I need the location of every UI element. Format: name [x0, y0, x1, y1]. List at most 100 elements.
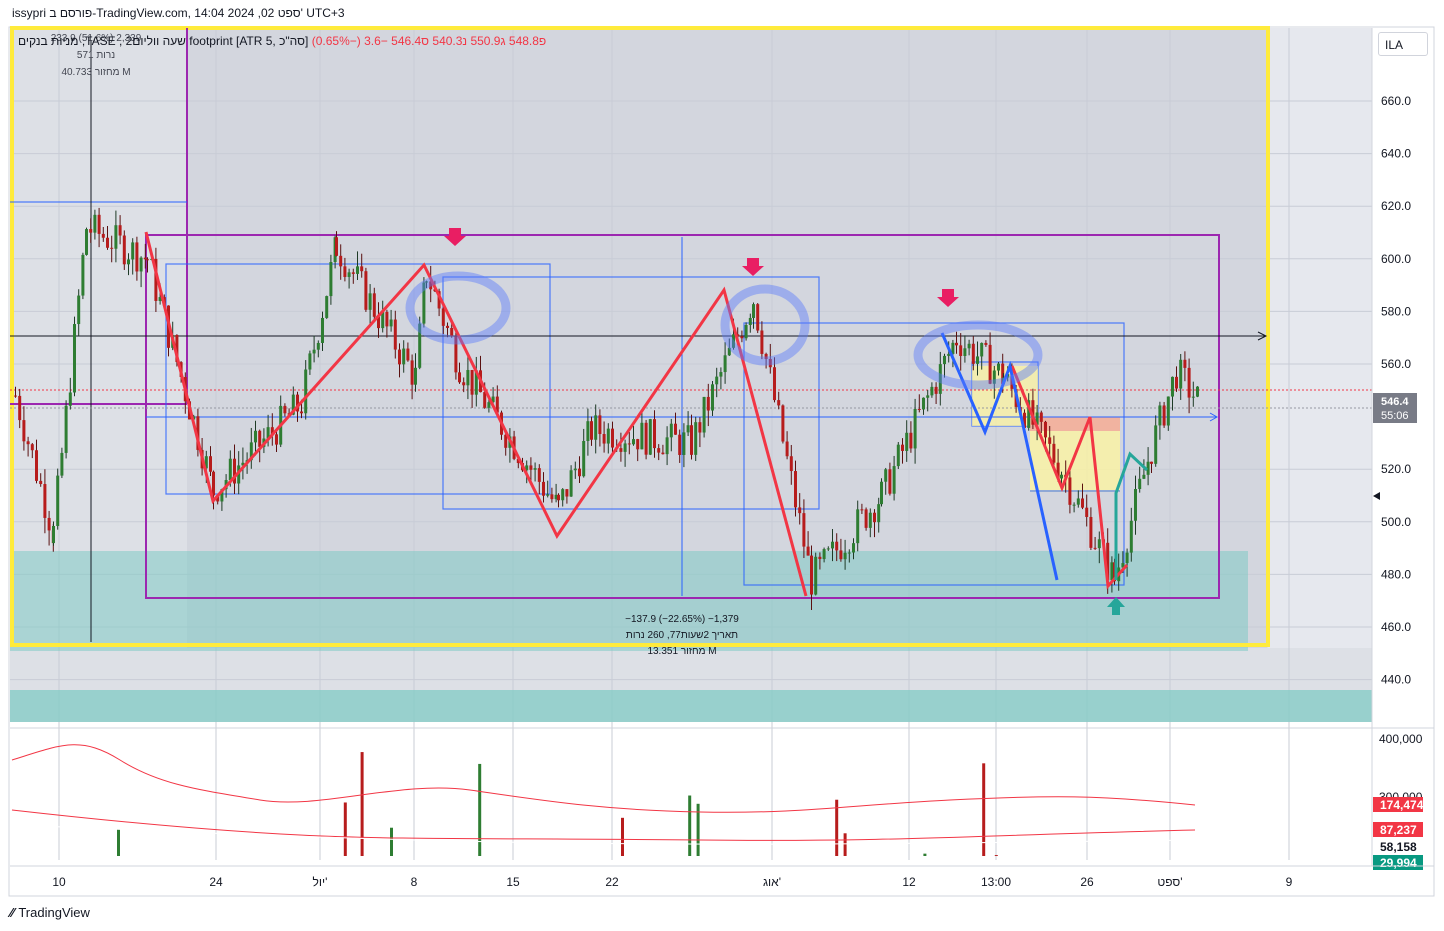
candle-body: [1138, 478, 1142, 490]
symbol-legend[interactable]: מניות בנקים ,TASE , 2שעה ווליום footprin…: [18, 34, 546, 48]
candle-body: [1089, 516, 1093, 548]
currency-selector[interactable]: ILA: [1378, 32, 1428, 56]
candle-body: [674, 423, 677, 435]
low-value: 540.3: [432, 34, 463, 48]
candle-body: [233, 458, 236, 484]
indicator-name[interactable]: ווליום footprint [ATR 5, סה"כ]: [132, 34, 309, 48]
candle-body: [636, 439, 640, 450]
candle-body: [135, 242, 139, 272]
candle-body: [1052, 443, 1056, 463]
candle-body: [458, 372, 461, 383]
candle-body: [992, 370, 996, 384]
candle-body: [963, 348, 967, 356]
candle-body: [740, 336, 744, 339]
candle-body: [702, 396, 706, 433]
price-tick-label: 660.0: [1381, 94, 1411, 108]
candle-body: [602, 434, 606, 444]
symbol-name[interactable]: מניות בנקים ,TASE , 2שעה: [18, 34, 186, 48]
volume-bar: [923, 853, 927, 856]
candle-body: [896, 444, 900, 467]
candle-body: [127, 259, 130, 265]
time-tick-label: 22: [605, 875, 619, 889]
candle-body: [892, 466, 896, 494]
price-tick-label: 500.0: [1381, 515, 1411, 529]
candle-body: [462, 382, 466, 386]
demand-zone-lower: [10, 690, 1372, 722]
candle-body: [760, 330, 764, 354]
price-tick-label: 460.0: [1381, 620, 1411, 634]
zigzag-red-2: [1010, 365, 1129, 590]
candle-body: [598, 415, 602, 435]
candle-body: [266, 427, 270, 439]
candle-body: [542, 481, 545, 496]
candle-body: [550, 494, 554, 500]
arrow-down-icon: [444, 228, 466, 246]
volume-badge-label: 58,158: [1380, 840, 1417, 854]
candle-body: [68, 392, 72, 406]
candle-body: [372, 293, 376, 317]
time-tick-label: אוג': [763, 875, 781, 889]
candle-body: [377, 316, 380, 329]
candle-body: [578, 468, 581, 477]
zigzag-green: [1114, 451, 1149, 580]
candle-body: [777, 400, 781, 406]
candle-body: [843, 552, 847, 560]
candle-body: [97, 214, 101, 234]
candle-body: [1175, 376, 1178, 389]
countdown-label: 55:06: [1381, 410, 1409, 422]
candle-body: [1097, 539, 1101, 549]
low-label: נ: [462, 34, 468, 48]
time-tick-label: יול': [313, 875, 328, 889]
volume-bar: [843, 833, 847, 856]
candle-body: [466, 369, 470, 386]
candle-body: [73, 324, 76, 393]
close-label: ס: [421, 34, 430, 48]
time-tick-label: 8: [411, 875, 418, 889]
candle-body: [504, 434, 508, 448]
volume-bar: [117, 829, 120, 856]
candle-body: [39, 480, 43, 485]
volume-badge: [1373, 839, 1423, 854]
time-tick-label: 13:00: [981, 875, 1011, 889]
candle-body: [619, 448, 623, 452]
candle-body: [158, 297, 162, 301]
footer-brand[interactable]: ⁄⁄ TradingView: [10, 905, 90, 920]
candle-body: [694, 422, 698, 455]
candle-body: [347, 272, 351, 277]
candle-body: [938, 364, 942, 394]
candle-body: [429, 281, 433, 290]
candle-body: [1031, 400, 1035, 425]
open-label: פ: [538, 34, 547, 48]
candle-body: [877, 504, 881, 523]
price-tick-label: 520.0: [1381, 462, 1411, 476]
candle-body: [657, 448, 661, 453]
candle-body: [1166, 396, 1170, 426]
candle-body: [47, 517, 51, 531]
candle-body: [131, 242, 135, 260]
candle-body: [736, 334, 740, 337]
candle-body: [984, 342, 988, 345]
candle-body: [1023, 412, 1026, 428]
candle-body: [839, 550, 843, 560]
candle-body: [81, 254, 85, 296]
range-stats-top: 571 נרות: [77, 50, 115, 61]
candle-body: [565, 489, 569, 497]
candle-body: [18, 395, 22, 421]
candle-body: [335, 237, 338, 256]
arrow-down-icon: [742, 258, 764, 276]
candle-body: [220, 489, 224, 502]
range-stats-bottom: תאריך 2שעות77, 260 נרות: [626, 630, 738, 641]
candle-body: [368, 293, 372, 310]
candle-body: [873, 512, 876, 523]
candle-body: [888, 469, 892, 494]
candle-body: [611, 428, 614, 448]
price-tick-label: 600.0: [1381, 252, 1411, 266]
candle-body: [425, 281, 428, 283]
candle-body: [594, 415, 598, 440]
candle-body: [1142, 474, 1146, 479]
candle-body: [254, 430, 257, 443]
time-tick-label: 24: [209, 875, 223, 889]
candle-body: [1085, 507, 1089, 517]
candle-body: [1134, 489, 1137, 521]
